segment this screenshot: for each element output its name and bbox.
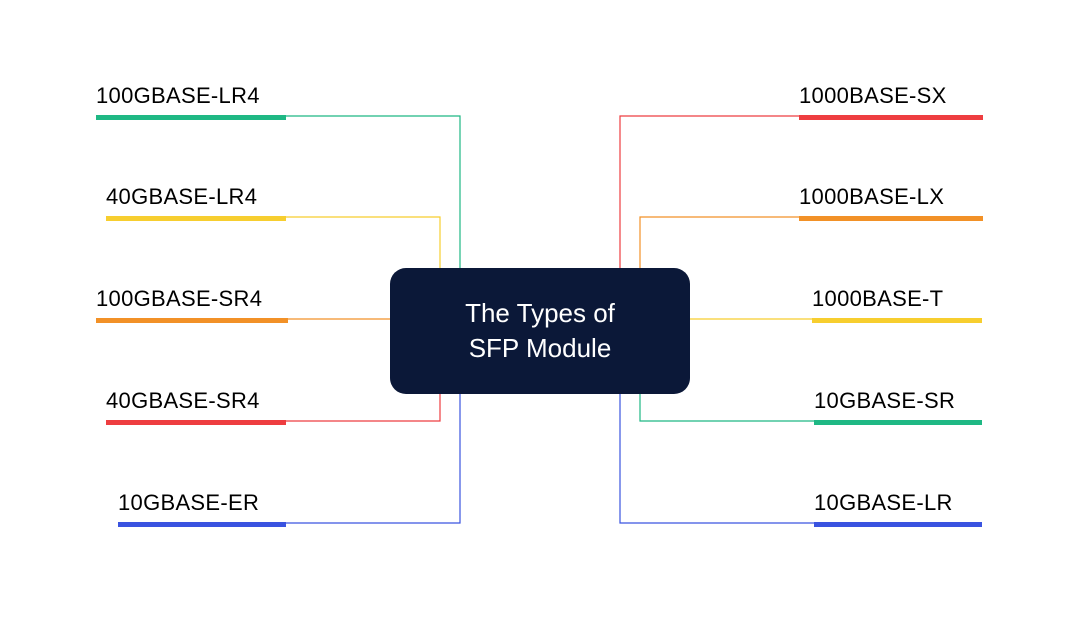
right-node-2: 1000BASE-T	[812, 286, 982, 323]
left-node-underline-4	[118, 522, 286, 527]
left-node-label-0: 100GBASE-LR4	[96, 83, 286, 115]
right-node-label-2: 1000BASE-T	[812, 286, 982, 318]
left-node-label-1: 40GBASE-LR4	[106, 184, 286, 216]
left-node-2: 100GBASE-SR4	[96, 286, 288, 323]
connector-line	[620, 116, 799, 268]
left-node-label-4: 10GBASE-ER	[118, 490, 286, 522]
connector-line	[286, 116, 460, 268]
right-node-label-3: 10GBASE-SR	[814, 388, 982, 420]
left-node-1: 40GBASE-LR4	[106, 184, 286, 221]
center-title-line1: The Types of	[430, 296, 650, 331]
left-node-underline-1	[106, 216, 286, 221]
right-node-label-0: 1000BASE-SX	[799, 83, 983, 115]
left-node-4: 10GBASE-ER	[118, 490, 286, 527]
center-title-line2: SFP Module	[430, 331, 650, 366]
right-node-label-4: 10GBASE-LR	[814, 490, 982, 522]
left-node-0: 100GBASE-LR4	[96, 83, 286, 120]
right-node-underline-3	[814, 420, 982, 425]
left-node-label-3: 40GBASE-SR4	[106, 388, 286, 420]
right-node-underline-2	[812, 318, 982, 323]
right-node-4: 10GBASE-LR	[814, 490, 982, 527]
left-node-underline-2	[96, 318, 288, 323]
right-node-underline-0	[799, 115, 983, 120]
right-node-underline-4	[814, 522, 982, 527]
center-node: The Types of SFP Module	[390, 268, 690, 394]
left-node-3: 40GBASE-SR4	[106, 388, 286, 425]
connector-line	[286, 386, 460, 523]
right-node-underline-1	[799, 216, 983, 221]
left-node-underline-0	[96, 115, 286, 120]
left-node-label-2: 100GBASE-SR4	[96, 286, 288, 318]
connector-line	[620, 386, 814, 523]
left-node-underline-3	[106, 420, 286, 425]
right-node-0: 1000BASE-SX	[799, 83, 983, 120]
right-node-1: 1000BASE-LX	[799, 184, 983, 221]
right-node-label-1: 1000BASE-LX	[799, 184, 983, 216]
right-node-3: 10GBASE-SR	[814, 388, 982, 425]
